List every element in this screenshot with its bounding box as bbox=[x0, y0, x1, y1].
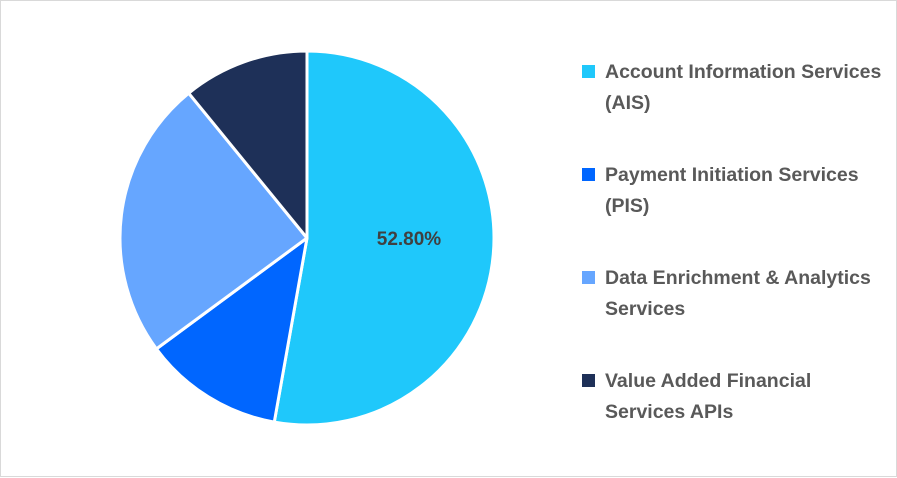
legend-label-dea: Data Enrichment & Analytics Services bbox=[605, 267, 871, 320]
pie-slice-dea bbox=[118, 91, 309, 351]
pie-slices bbox=[118, 49, 496, 427]
legend-label-ais: Account Information Services (AIS) bbox=[605, 61, 882, 114]
pie-slice-ais bbox=[272, 49, 496, 427]
legend-item-vaf: Value Added Financial Services APIs bbox=[582, 366, 895, 428]
pie-slice-vaf bbox=[187, 49, 309, 240]
legend-label-pis: Payment Initiation Services (PIS) bbox=[605, 164, 859, 217]
legend-swatch-dea bbox=[582, 271, 595, 284]
legend-swatch-pis bbox=[582, 168, 595, 181]
legend-item-pis: Payment Initiation Services (PIS) bbox=[582, 160, 895, 222]
legend-item-ais: Account Information Services (AIS) bbox=[582, 57, 895, 119]
pie-slice-pis bbox=[154, 236, 309, 424]
legend-label-vaf: Value Added Financial Services APIs bbox=[605, 370, 812, 423]
legend-item-dea: Data Enrichment & Analytics Services bbox=[582, 263, 895, 325]
legend-swatch-vaf bbox=[582, 374, 595, 387]
legend-swatch-ais bbox=[582, 65, 595, 78]
slice-label-ais: 52.80% bbox=[377, 229, 442, 250]
